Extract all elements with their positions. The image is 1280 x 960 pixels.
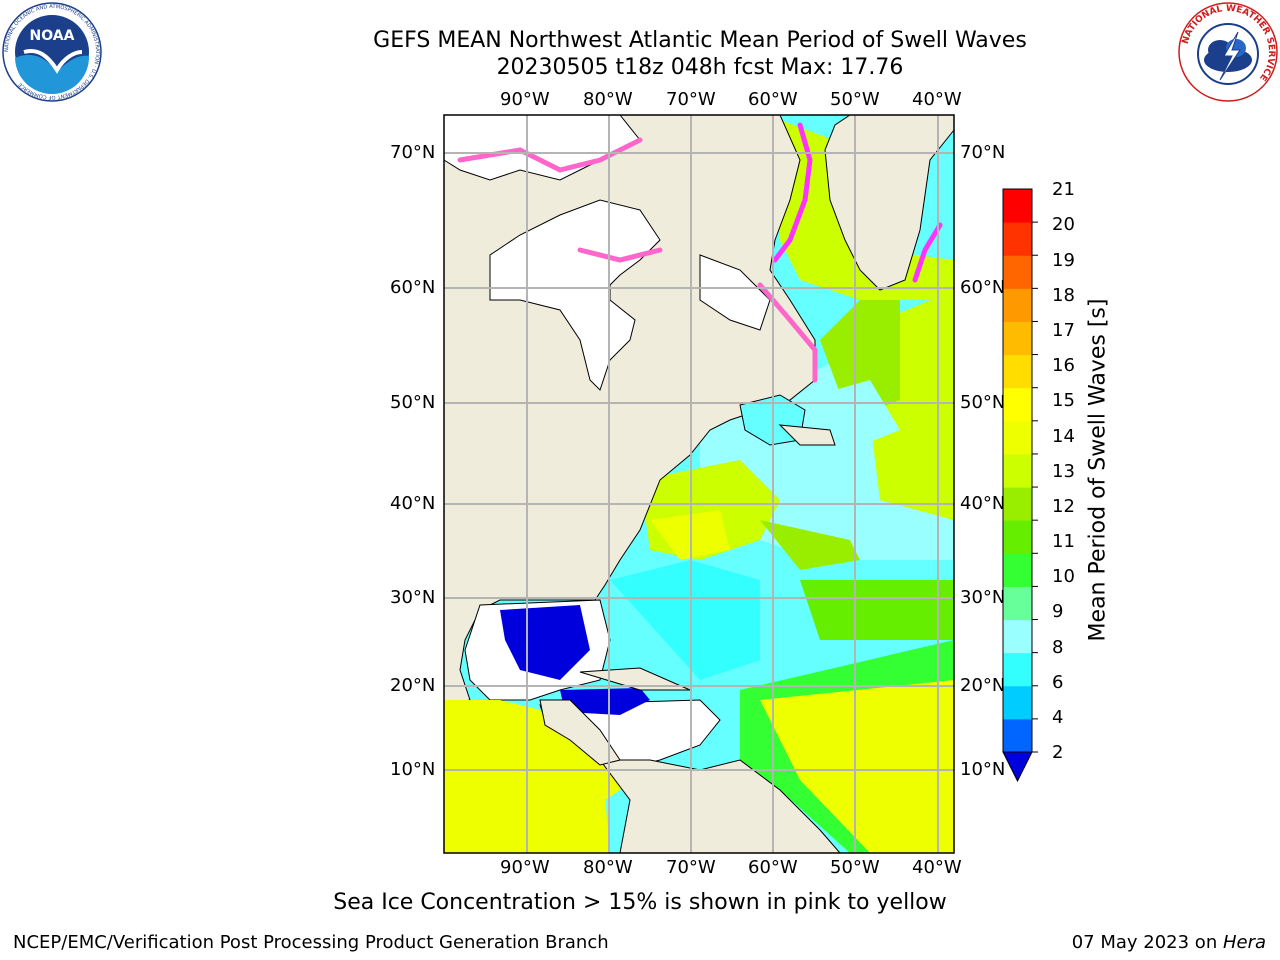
lat-tick-label: 40°N: [960, 493, 1006, 514]
colorbar-segment: [1003, 718, 1032, 753]
colorbar-segment: [1003, 553, 1032, 587]
colorbar-tick: 20: [1052, 214, 1075, 235]
colorbar-tick: 6: [1052, 672, 1064, 693]
colorbar-tick: 14: [1052, 426, 1075, 447]
labrador-ice: [699, 254, 771, 331]
colorbar-tick: 4: [1052, 707, 1064, 728]
lon-tick-label: 80°W: [583, 89, 633, 110]
lat-tick-label: 70°N: [390, 142, 436, 163]
lon-tick-label: 80°W: [583, 857, 633, 878]
period-14-patch: [760, 680, 954, 853]
colorbar-segment: [1003, 255, 1032, 289]
lat-tick-label: 20°N: [960, 675, 1006, 696]
colorbar-tick: 9: [1052, 601, 1064, 622]
period-11-patch: [800, 580, 954, 640]
lat-tick-label: 30°N: [390, 587, 436, 608]
colorbar-tick: 15: [1052, 390, 1075, 411]
lat-tick-label: 20°N: [390, 675, 436, 696]
newfoundland-land: [778, 424, 836, 446]
footer-credit: NCEP/EMC/Verification Post Processing Pr…: [13, 932, 609, 953]
colorbar-tick: 19: [1052, 250, 1075, 271]
period-6-7-patch: [610, 560, 760, 680]
lon-tick-label: 90°W: [500, 89, 550, 110]
map-frame: [443, 114, 955, 854]
colorbar-tick: 2: [1052, 742, 1064, 763]
colorbar-extend-arrow: [1002, 751, 1033, 783]
lon-tick-label: 70°W: [666, 857, 716, 878]
chart-subtitle: 20230505 t18z 048h fcst Max: 17.76: [496, 55, 904, 80]
colorbar-segment: [1003, 487, 1032, 521]
lat-tick-label: 40°N: [390, 493, 436, 514]
colorbar-tick: 12: [1052, 496, 1075, 517]
south-america-land: [599, 759, 842, 854]
lat-tick-label: 60°N: [960, 277, 1006, 298]
lat-tick-label: 10°N: [960, 759, 1006, 780]
sea-ice-fringe: [757, 282, 818, 383]
period-12-patch: [820, 290, 900, 420]
lat-tick-label: 70°N: [960, 142, 1006, 163]
lon-tick-label: 70°W: [666, 89, 716, 110]
colorbar-tick: 21: [1052, 179, 1075, 200]
nws-logo: NATIONAL WEATHER SERVICE: [1178, 2, 1278, 102]
colorbar-frame: [1002, 188, 1033, 753]
lon-tick-label: 50°W: [830, 857, 880, 878]
lat-tick-label: 50°N: [960, 392, 1006, 413]
lat-tick-label: 50°N: [390, 392, 436, 413]
period-12-patch: [760, 520, 860, 570]
colorbar-segment: [1003, 652, 1032, 687]
lon-tick-label: 60°W: [748, 89, 798, 110]
noaa-logo: NATIONAL OCEANIC AND ATMOSPHERIC ADMINIS…: [2, 2, 102, 102]
colorbar-segment: [1003, 520, 1032, 554]
colorbar-segment: [1003, 321, 1032, 356]
footer-date: 07 May 2023 on Hera: [1072, 932, 1266, 953]
hudson-bay-ice: [489, 199, 661, 391]
colorbar-segment: [1003, 420, 1032, 455]
colorbar-segment: [1003, 586, 1032, 621]
sea-ice-fringe: [577, 247, 663, 263]
colorbar-tick: 16: [1052, 355, 1075, 376]
colorbar-segment: [1003, 685, 1032, 720]
period-8-9-patch: [800, 380, 900, 450]
footer-host: Hera: [1222, 932, 1266, 953]
colorbar-segment: [1003, 189, 1032, 223]
colorbar-tick: 8: [1052, 637, 1064, 658]
colorbar-segment: [1003, 387, 1032, 422]
lon-tick-label: 50°W: [830, 89, 880, 110]
sea-ice-caption: Sea Ice Concentration > 15% is shown in …: [333, 890, 947, 915]
sea-ice-fringe: [772, 122, 813, 263]
colorbar-tick: 11: [1052, 531, 1075, 552]
caribbean-low-period-patch: [560, 688, 650, 715]
colorbar-tick: 10: [1052, 566, 1075, 587]
lat-tick-label: 10°N: [390, 759, 436, 780]
lat-tick-label: 60°N: [390, 277, 436, 298]
colorbar-tick: 18: [1052, 285, 1075, 306]
colorbar-segment: [1003, 222, 1032, 256]
colorbar-tick: 13: [1052, 461, 1075, 482]
lon-tick-label: 90°W: [500, 857, 550, 878]
noaa-logo-text: NOAA: [30, 28, 75, 44]
colorbar-tick: 17: [1052, 320, 1075, 341]
sea-ice-fringe: [912, 222, 943, 283]
greenland-land: [824, 114, 955, 291]
lon-tick-label: 40°W: [912, 89, 962, 110]
colorbar-segment: [1003, 288, 1032, 322]
colorbar-label: Mean Period of Swell Waves [s]: [1085, 298, 1111, 642]
colorbar-segment: [1003, 354, 1032, 389]
colorbar-segment: [1003, 619, 1032, 654]
colorbar-segment: [1003, 453, 1032, 488]
footer-date-text: 07 May 2023 on: [1071, 932, 1223, 953]
chart-title: GEFS MEAN Northwest Atlantic Mean Period…: [373, 28, 1027, 53]
lon-tick-label: 40°W: [912, 857, 962, 878]
lon-tick-label: 60°W: [748, 857, 798, 878]
gulf-low-period-patch: [500, 605, 590, 680]
lat-tick-label: 30°N: [960, 587, 1006, 608]
